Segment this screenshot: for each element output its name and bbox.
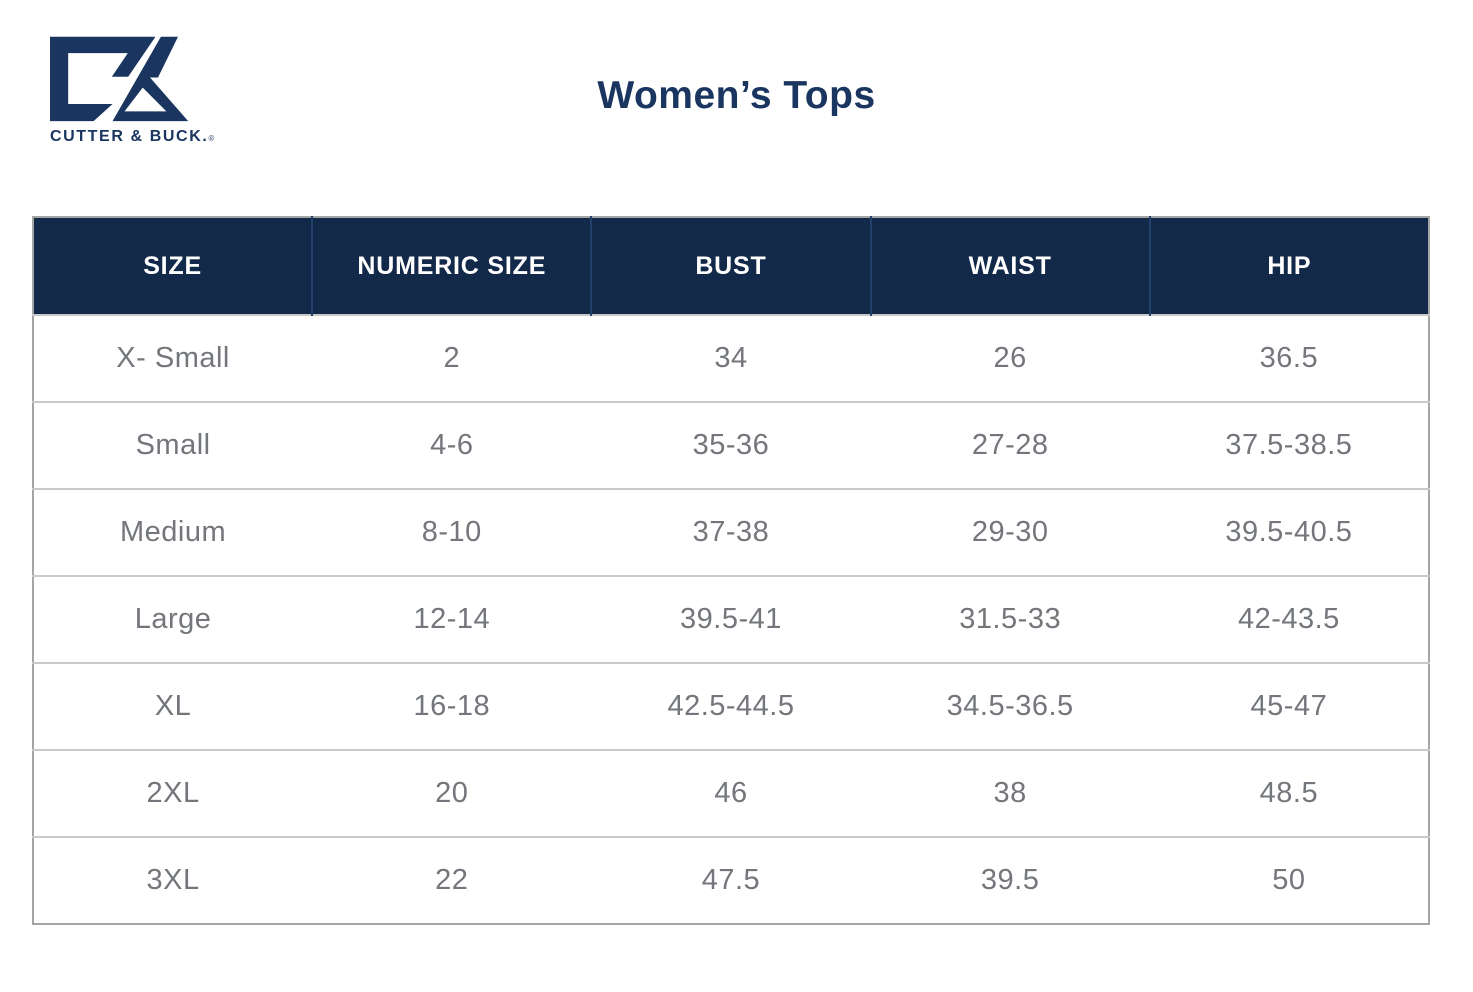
cell-bust: 47.5	[591, 836, 871, 924]
table-row-small: Small 4-6 35-36 27-28 37.5-38.5	[33, 401, 1429, 489]
cell-bust: 35-36	[591, 401, 871, 489]
cell-bust: 37-38	[591, 488, 871, 576]
cell-bust: 34	[591, 314, 871, 402]
registered-trademark-symbol: ®	[208, 134, 215, 143]
column-header-hip: HIP	[1148, 217, 1429, 315]
cell-numeric-size: 2	[312, 314, 592, 402]
cell-size: Small	[33, 401, 313, 489]
table-row-xl: XL 16-18 42.5-44.5 34.5-36.5 45-47	[33, 662, 1429, 750]
cb-monogram-icon	[50, 36, 189, 122]
table-row-xsmall: X- Small 2 34 26 36.5	[33, 314, 1429, 402]
cell-waist: 26	[870, 314, 1150, 402]
column-header-bust: BUST	[590, 217, 871, 315]
cell-size: X- Small	[33, 314, 313, 402]
cell-hip: 39.5-40.5	[1149, 488, 1429, 576]
cell-hip: 42-43.5	[1149, 575, 1429, 663]
brand-wordmark-text: CUTTER & BUCK.	[50, 128, 209, 145]
table-row-medium: Medium 8-10 37-38 29-30 39.5-40.5	[33, 488, 1429, 576]
cb-monogram-b-shape	[112, 36, 189, 122]
size-chart-body: X- Small 2 34 26 36.5 Small 4-6 35-36 27…	[33, 314, 1429, 924]
cell-hip: 48.5	[1149, 749, 1429, 837]
brand-logo: CUTTER & BUCK.®	[50, 36, 214, 146]
cell-waist: 39.5	[870, 836, 1150, 924]
cell-size: XL	[33, 662, 313, 750]
cell-numeric-size: 22	[312, 836, 592, 924]
cell-hip: 37.5-38.5	[1149, 401, 1429, 489]
cell-size: 3XL	[33, 836, 313, 924]
cell-hip: 45-47	[1149, 662, 1429, 750]
cell-numeric-size: 4-6	[312, 401, 592, 489]
size-chart-header: SIZE NUMERIC SIZE BUST WAIST HIP	[33, 217, 1429, 315]
cell-size: Medium	[33, 488, 313, 576]
cell-numeric-size: 16-18	[312, 662, 592, 750]
cell-size: Large	[33, 575, 313, 663]
cell-size: 2XL	[33, 749, 313, 837]
table-row-3xl: 3XL 22 47.5 39.5 50	[33, 836, 1429, 924]
column-header-waist: WAIST	[869, 217, 1150, 315]
column-header-numeric-size: NUMERIC SIZE	[311, 217, 592, 315]
size-chart-table: SIZE NUMERIC SIZE BUST WAIST HIP X- Smal…	[32, 216, 1430, 925]
cell-hip: 36.5	[1149, 314, 1429, 402]
cell-bust: 39.5-41	[591, 575, 871, 663]
cell-numeric-size: 12-14	[312, 575, 592, 663]
cell-waist: 34.5-36.5	[870, 662, 1150, 750]
cb-monogram-c-shape	[50, 36, 156, 122]
table-row-2xl: 2XL 20 46 38 48.5	[33, 749, 1429, 837]
table-row-large: Large 12-14 39.5-41 31.5-33 42-43.5	[33, 575, 1429, 663]
cell-bust: 46	[591, 749, 871, 837]
column-header-size: SIZE	[33, 217, 313, 315]
page-title: Women’s Tops	[597, 74, 876, 117]
cell-numeric-size: 8-10	[312, 488, 592, 576]
cell-waist: 29-30	[870, 488, 1150, 576]
cell-hip: 50	[1149, 836, 1429, 924]
cell-numeric-size: 20	[312, 749, 592, 837]
cell-bust: 42.5-44.5	[591, 662, 871, 750]
cell-waist: 38	[870, 749, 1150, 837]
cell-waist: 27-28	[870, 401, 1150, 489]
brand-wordmark: CUTTER & BUCK.®	[50, 128, 214, 146]
cell-waist: 31.5-33	[870, 575, 1150, 663]
header-row: SIZE NUMERIC SIZE BUST WAIST HIP	[33, 217, 1429, 315]
